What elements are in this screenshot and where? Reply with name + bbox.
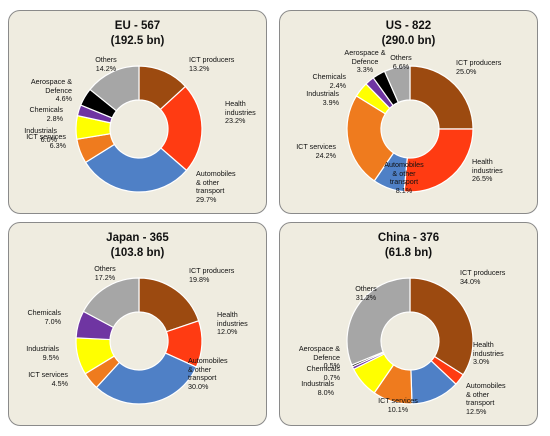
slice-label: Health industries 26.5%	[472, 157, 503, 184]
slice-label: Chemicals 2.4%	[312, 72, 346, 90]
slice-value-label: 8.0%	[317, 387, 334, 397]
slice-value-label: 12.0%	[217, 327, 238, 337]
slice-label: ICT producers 19.8%	[189, 266, 235, 284]
chart-panel-china: China - 376 (61.8 bn) ICT producers 34.0%…	[279, 222, 538, 426]
slice-value-label: 8.1%	[395, 185, 413, 195]
donut-chart-china	[346, 277, 474, 405]
slice-label: Others 14.2%	[95, 55, 117, 73]
slice-label: ICT producers 34.0%	[460, 268, 506, 286]
slice-value-label: 0.5%	[323, 361, 340, 371]
slice-label: ICT producers 25.0%	[456, 58, 502, 76]
chart-title: China - 376	[377, 232, 440, 244]
chart-subtitle: (61.8 bn)	[384, 247, 433, 259]
slice-label: Health industries 23.2%	[225, 99, 256, 126]
slice-value-label: 4.5%	[51, 378, 68, 388]
slice-label: Aerospace & Defence 4.6%	[30, 77, 72, 104]
slice-value-label: 34.0%	[460, 276, 481, 286]
donut-slice-ict-producers	[409, 277, 474, 376]
slice-label: Industrials 9.5%	[26, 344, 59, 362]
slice-label: ICT services 24.2%	[296, 142, 336, 160]
donut-slice-others	[82, 277, 140, 329]
slice-label: ICT services 4.5%	[28, 370, 68, 388]
slice-label: ICT services 6.3%	[26, 132, 66, 150]
slice-value-label: 3.0%	[473, 357, 490, 367]
donut-slice-others	[346, 277, 411, 366]
slice-label: Automobiles & other transport 8.1%	[384, 160, 424, 195]
slice-label: Chemicals 2.8%	[29, 105, 63, 123]
slice-value-label: 13.2%	[189, 63, 210, 73]
slice-label: Chemicals 7.0%	[27, 308, 61, 326]
chart-subtitle: (290.0 bn)	[381, 35, 436, 47]
donut-slice-others	[89, 65, 140, 112]
slice-value-label: 17.2%	[94, 272, 116, 282]
slice-label: Others 31.2%	[355, 284, 377, 302]
donut-chart-japan	[75, 277, 203, 405]
slice-value-label: 19.8%	[189, 274, 210, 284]
donut-slice-automobiles	[84, 143, 188, 193]
slice-label: ICT services 10.1%	[378, 396, 418, 414]
slice-label: Industrials 3.9%	[306, 89, 339, 107]
slice-value-label: 29.7%	[196, 194, 217, 204]
chart-panel-eu: EU - 567 (192.5 bn) ICT producers 13.2% He…	[8, 10, 267, 214]
chart-title: Japan - 365	[106, 232, 169, 244]
slice-label: Automobiles & other transport 30.0%	[188, 356, 228, 391]
slice-value-label: 4.6%	[55, 94, 72, 104]
slice-label: Industrials 6.0%	[24, 126, 57, 144]
donut-slice-automobiles	[95, 352, 198, 405]
slice-label: Automobiles & other transport 29.7%	[196, 169, 236, 204]
slice-value-label: 6.3%	[49, 140, 66, 150]
slice-label: Industrials 8.0%	[301, 379, 334, 397]
slice-value-label: 3.3%	[356, 65, 374, 75]
slice-label: Chemicals 0.7%	[306, 364, 340, 382]
donut-slice-ict-services	[346, 95, 395, 182]
slice-label: ICT producers 13.2%	[189, 55, 235, 73]
slice-value-label: 0.7%	[323, 372, 340, 382]
slice-label: Others 17.2%	[94, 264, 116, 282]
chart-title: US - 822	[385, 20, 432, 32]
slice-label: Health industries 3.0%	[473, 340, 504, 367]
slice-label: Health industries 12.0%	[217, 310, 248, 337]
slice-value-label: 2.4%	[329, 80, 346, 90]
slice-label: Automobiles & other transport 12.5%	[466, 381, 506, 416]
chart-panel-japan: Japan - 365 (103.8 bn) ICT producers 19.8…	[8, 222, 267, 426]
slice-value-label: 10.1%	[387, 404, 409, 414]
chart-title: EU - 567	[114, 20, 161, 32]
slice-value-label: 25.0%	[456, 66, 477, 76]
slice-label: Aerospace & Defence 3.3%	[344, 48, 386, 75]
donut-slice-others	[383, 65, 411, 104]
slice-value-label: 7.0%	[44, 316, 61, 326]
slice-value-label: 23.2%	[225, 116, 246, 126]
slice-value-label: 24.2%	[315, 150, 336, 160]
donut-slice-health	[403, 128, 474, 193]
slice-label: Aerospace & Defence 0.5%	[298, 344, 340, 371]
slice-value-label: 2.8%	[46, 113, 63, 123]
donut-chart-us	[346, 65, 474, 193]
chart-panel-us: US - 822 (290.0 bn) ICT producers 25.0% He…	[279, 10, 538, 214]
slice-value-label: 6.6%	[392, 61, 410, 71]
chart-subtitle: (192.5 bn)	[110, 35, 165, 47]
slice-value-label: 6.0%	[40, 134, 57, 144]
slice-value-label: 9.5%	[42, 352, 59, 362]
slice-value-label: 14.2%	[95, 63, 117, 73]
slice-value-label: 26.5%	[472, 174, 493, 184]
chart-subtitle: (103.8 bn)	[110, 247, 165, 259]
slice-value-label: 30.0%	[188, 381, 209, 391]
slice-value-label: 3.9%	[322, 97, 339, 107]
slice-label: Others 6.6%	[390, 53, 412, 71]
slice-value-label: 12.5%	[466, 406, 487, 416]
donut-chart-eu	[75, 65, 203, 193]
slice-value-label: 31.2%	[355, 292, 377, 302]
